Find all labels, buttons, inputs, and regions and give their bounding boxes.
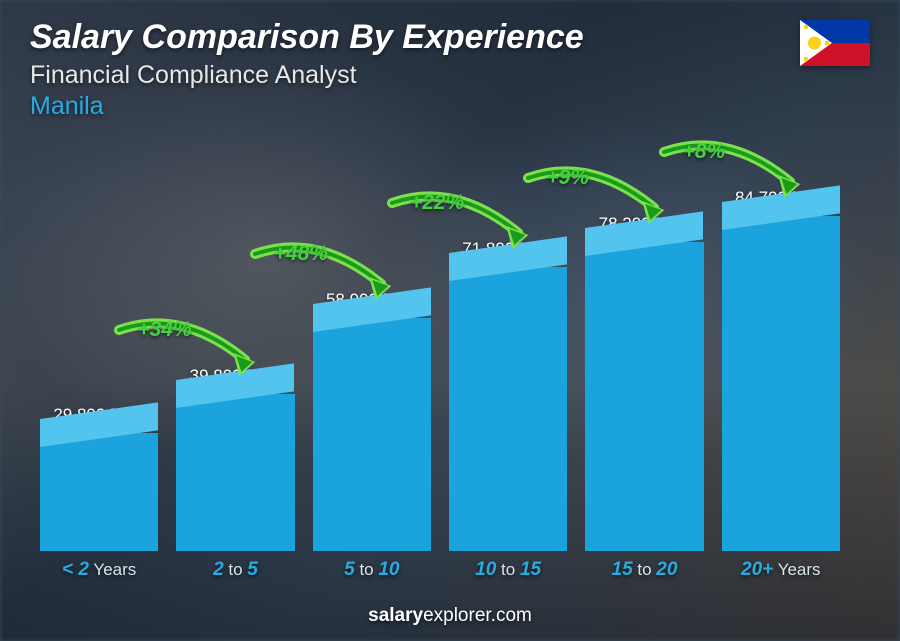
job-title: Financial Compliance Analyst bbox=[30, 61, 870, 90]
bar-5: 84,700 PHP bbox=[722, 150, 840, 551]
bar-chart: 29,800 PHP39,800 PHP58,900 PHP71,800 PHP… bbox=[40, 150, 840, 581]
pct-change-badge: +9% bbox=[546, 166, 589, 190]
bar-3: 71,800 PHP bbox=[449, 150, 567, 551]
pct-change-badge: +22% bbox=[410, 191, 464, 215]
header: Salary Comparison By Experience Financia… bbox=[30, 18, 870, 121]
brand-rest: explorer.com bbox=[423, 605, 532, 626]
flag-philippines-icon bbox=[800, 20, 870, 66]
brand-bold: salary bbox=[368, 605, 423, 626]
x-axis-label: 5 to 10 bbox=[313, 559, 431, 581]
bar-1: 39,800 PHP bbox=[176, 150, 294, 551]
location-label: Manila bbox=[30, 92, 870, 121]
pct-change-badge: +8% bbox=[683, 140, 726, 164]
footer-brand: salaryexplorer.com bbox=[0, 605, 900, 627]
bar-4: 78,200 PHP bbox=[585, 150, 703, 551]
x-axis-label: 15 to 20 bbox=[585, 559, 703, 581]
x-axis-label: 20+ Years bbox=[722, 559, 840, 581]
page-title: Salary Comparison By Experience bbox=[30, 18, 870, 57]
x-axis-label: 10 to 15 bbox=[449, 559, 567, 581]
x-axis-label: < 2 Years bbox=[40, 559, 158, 581]
pct-change-badge: +34% bbox=[137, 318, 191, 342]
pct-change-badge: +48% bbox=[274, 242, 328, 266]
bar-0: 29,800 PHP bbox=[40, 150, 158, 551]
x-axis-label: 2 to 5 bbox=[176, 559, 294, 581]
